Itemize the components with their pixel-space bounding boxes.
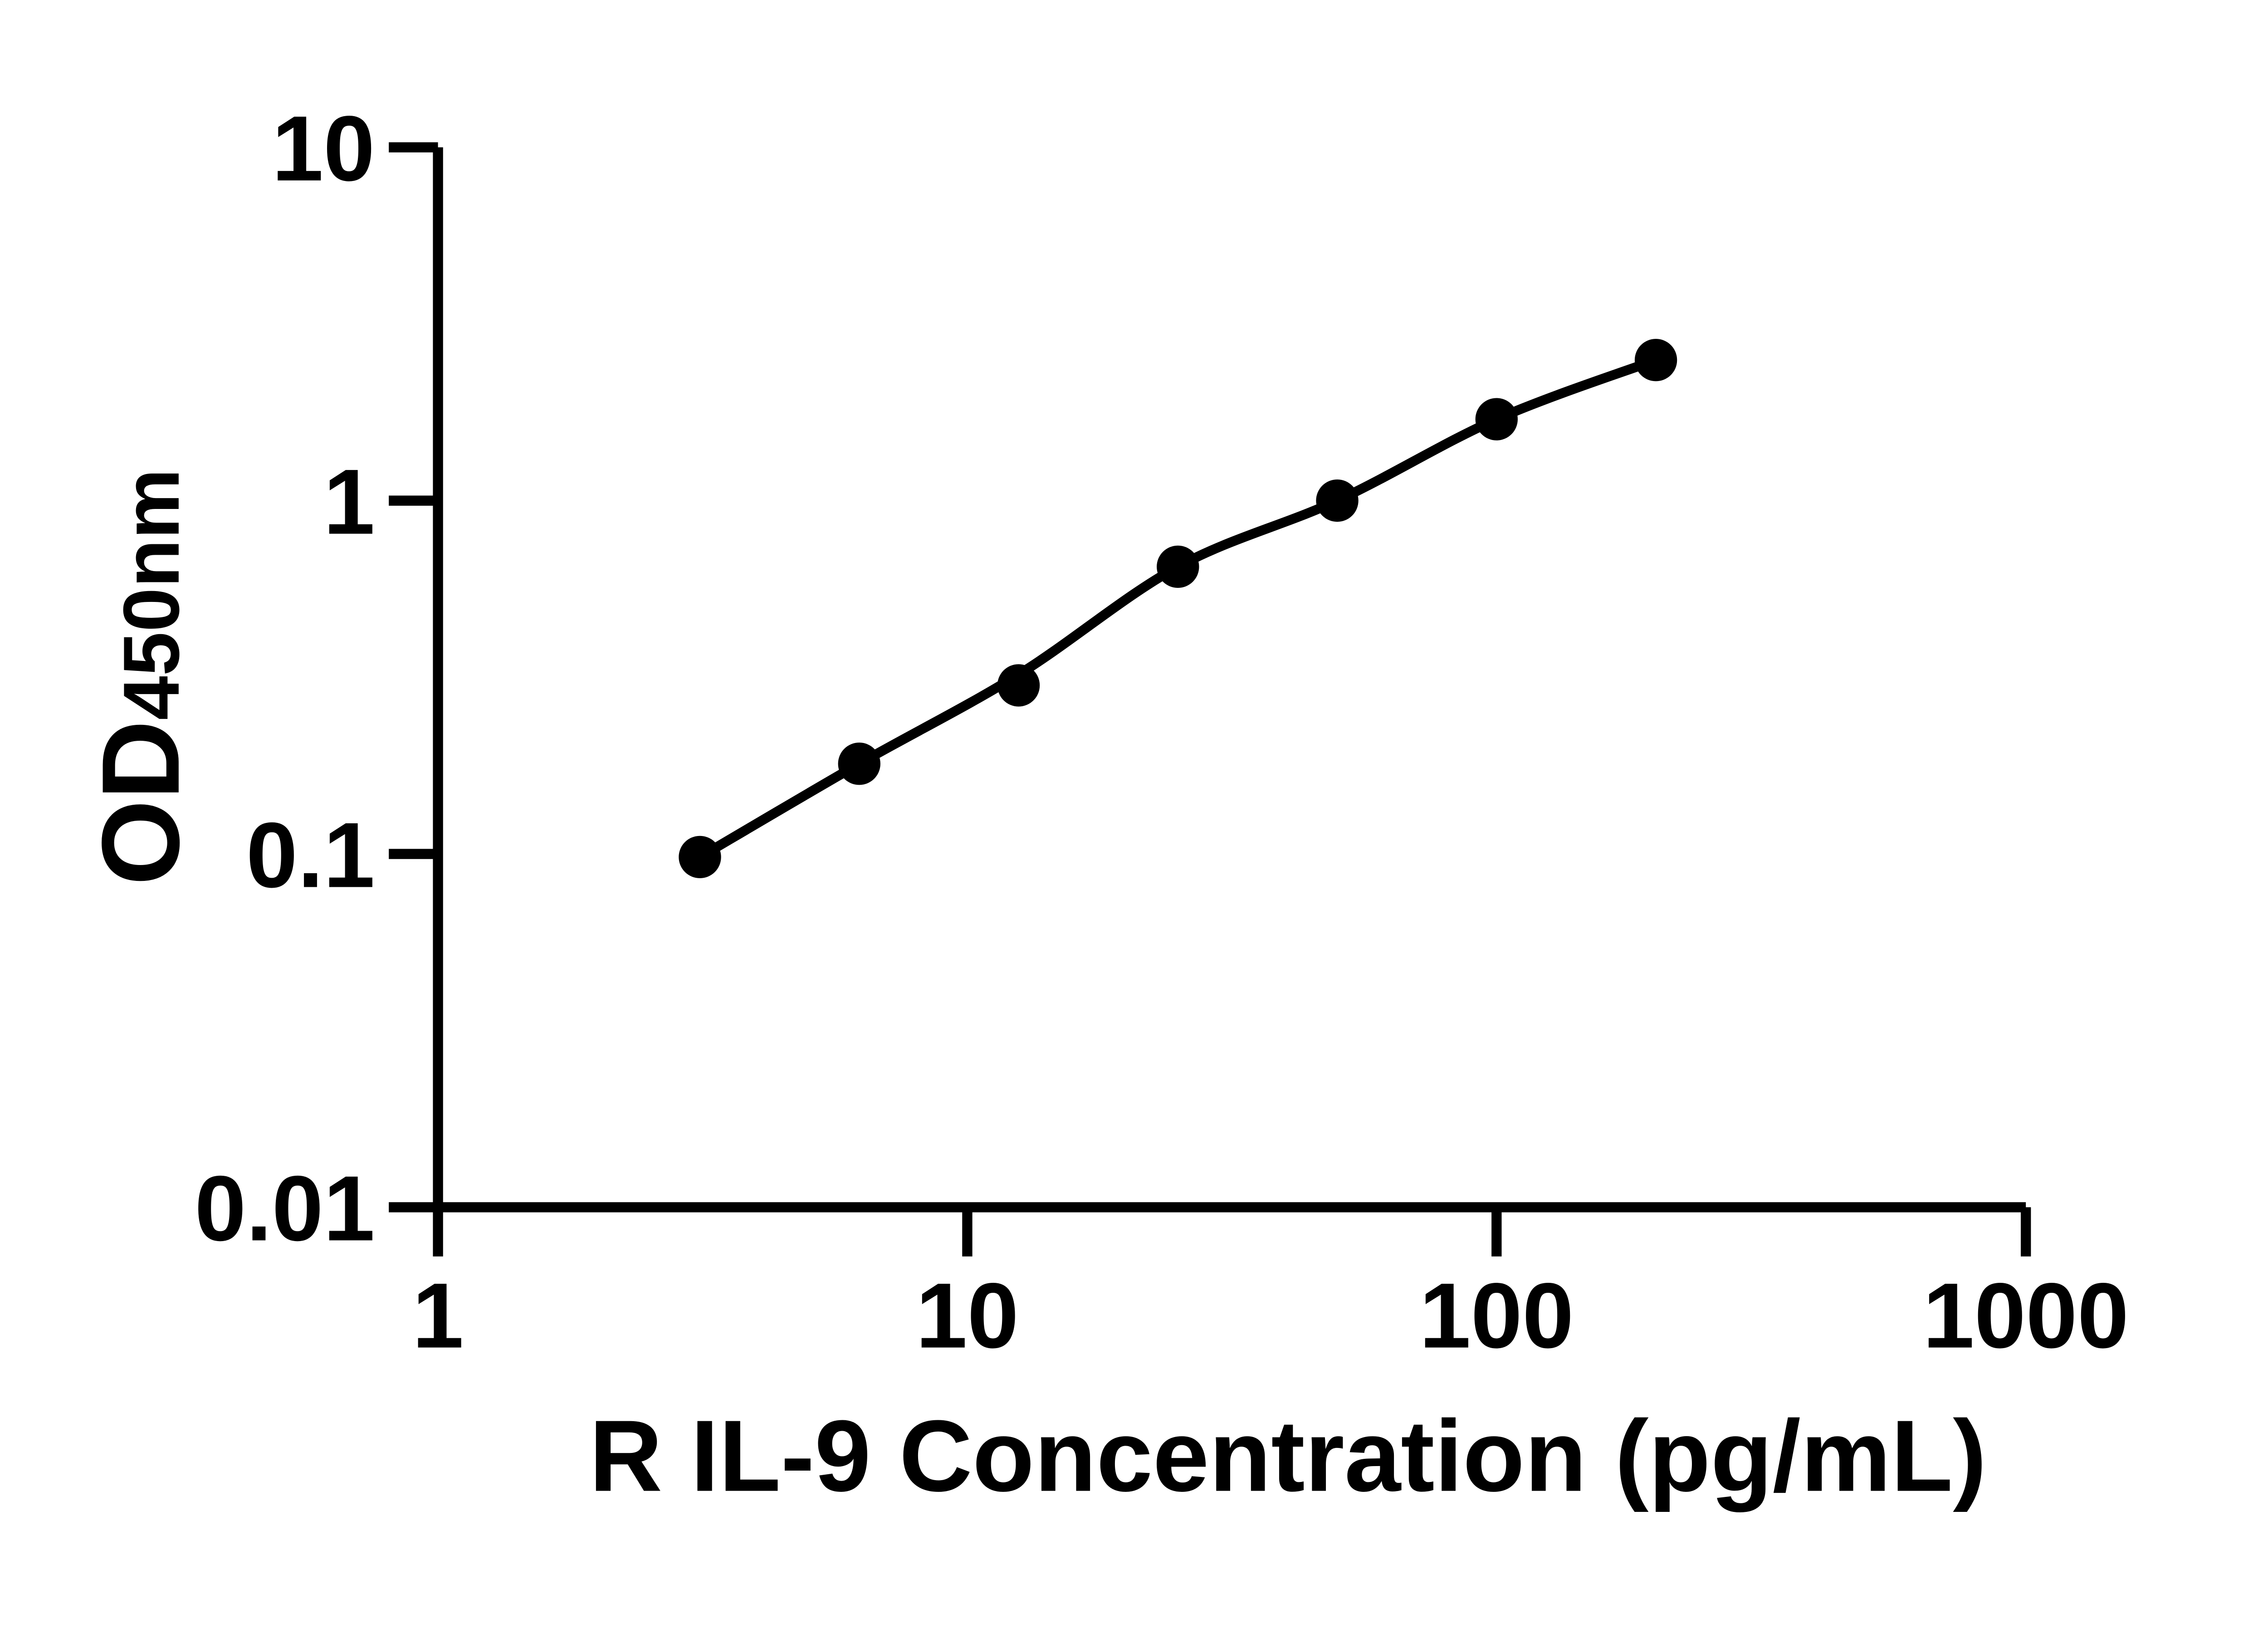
y-tick-label-1: 1 <box>323 450 375 554</box>
fit-curve <box>695 355 1661 862</box>
x-tick-label-10: 10 <box>916 1264 1019 1368</box>
data-point-200 <box>1634 339 1677 381</box>
data-point-25 <box>1157 545 1199 588</box>
axis-frame <box>433 147 2026 1213</box>
y-axis-title-subscript: 450nm <box>108 469 196 720</box>
y-tick-label-0.01: 0.01 <box>195 1157 375 1260</box>
data-point-12.5 <box>997 664 1040 707</box>
x-tick-label-1000: 1000 <box>1923 1264 2129 1368</box>
x-tick-label-1: 1 <box>412 1264 464 1368</box>
elisa-standard-curve-figure: 10 1 0.1 0.01 1 10 100 1000 R IL-9 Concentratio… <box>78 97 2129 1513</box>
data-point-6.25 <box>838 743 880 785</box>
y-tick-label-0.1: 0.1 <box>246 803 375 907</box>
x-axis-title: R IL-9 Concentration (pg/mL) <box>589 1400 1987 1513</box>
x-tick-label-100: 100 <box>1419 1264 1574 1368</box>
y-axis-title: OD450nm <box>79 469 202 885</box>
standard-curve-chart: 10 1 0.1 0.01 1 10 100 1000 R IL-9 Concentratio… <box>78 97 2129 1513</box>
plot-area: 10 1 0.1 0.01 1 10 100 1000 <box>195 97 2129 1368</box>
data-point-100 <box>1475 398 1518 440</box>
data-point-3.125 <box>679 836 721 879</box>
y-tick-label-10: 10 <box>272 97 375 200</box>
y-axis-title-main: OD <box>79 720 202 886</box>
data-point-50 <box>1316 479 1359 522</box>
